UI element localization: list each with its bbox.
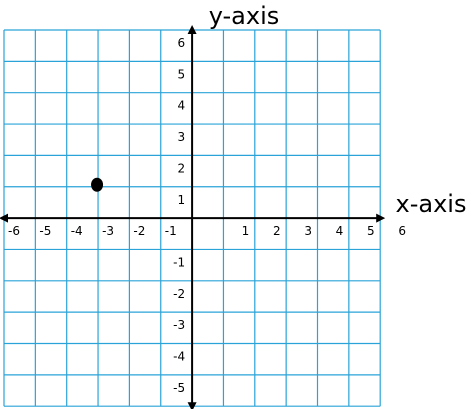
x-axis-title: x-axis	[396, 190, 467, 218]
data-point	[91, 177, 104, 192]
x-tick-label: 5	[367, 224, 375, 238]
x-tick-label: 1	[242, 224, 250, 238]
y-tick-label: -3	[173, 318, 185, 332]
y-tick-label: -5	[173, 381, 185, 395]
x-tick-label: 3	[304, 224, 312, 238]
x-tick-label: 6	[398, 224, 406, 238]
y-axis-title: y-axis	[209, 2, 280, 30]
x-tick-label: -3	[102, 224, 114, 238]
x-tick-label: -5	[39, 224, 51, 238]
y-axis-arrow-up	[187, 25, 197, 34]
y-axis-arrow-down	[187, 402, 197, 409]
y-tick-label: 6	[177, 36, 185, 50]
x-tick-label: 4	[336, 224, 344, 238]
x-tick-label: -6	[8, 224, 20, 238]
y-tick-label: 1	[177, 193, 185, 207]
x-axis-arrow-left	[0, 213, 8, 223]
y-tick-label: 2	[177, 161, 185, 175]
y-tick-label: 3	[177, 130, 185, 144]
y-tick-label: 5	[177, 67, 185, 81]
y-tick-label: -4	[173, 350, 185, 364]
x-tick-label: -4	[71, 224, 83, 238]
x-tick-label: -2	[133, 224, 145, 238]
y-tick-label: 4	[177, 99, 185, 113]
x-tick-label: 2	[273, 224, 281, 238]
y-tick-label: -1	[173, 255, 185, 269]
y-tick-label: -2	[173, 287, 185, 301]
x-axis-arrow-right	[376, 213, 386, 223]
axes	[0, 25, 386, 409]
x-tick-label: -1	[165, 224, 177, 238]
data-points	[91, 177, 104, 192]
